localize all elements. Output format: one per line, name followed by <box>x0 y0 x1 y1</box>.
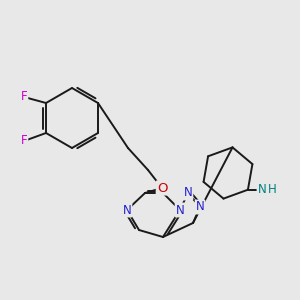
Text: N: N <box>257 183 266 196</box>
Text: N: N <box>176 203 184 217</box>
Text: N: N <box>184 187 192 200</box>
Text: F: F <box>21 91 27 103</box>
Text: N: N <box>196 200 204 214</box>
Text: F: F <box>21 134 27 148</box>
Text: O: O <box>157 182 167 194</box>
Text: H: H <box>268 183 277 196</box>
Text: N: N <box>123 203 131 217</box>
